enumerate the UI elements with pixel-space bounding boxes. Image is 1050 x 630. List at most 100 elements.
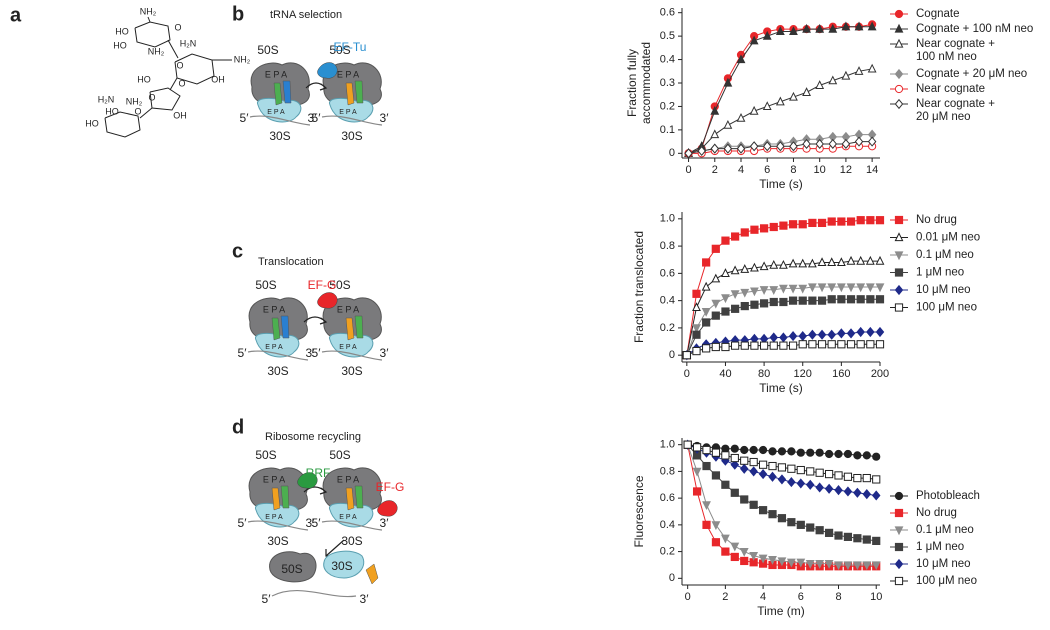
marker	[711, 273, 721, 283]
marker	[775, 96, 785, 106]
marker	[711, 448, 721, 457]
structure-label: O	[174, 22, 181, 32]
marker	[827, 329, 836, 340]
marker	[788, 331, 798, 342]
marker	[815, 560, 825, 569]
marker	[777, 474, 787, 485]
marker	[824, 483, 834, 494]
y-tick-label: 0.4	[660, 53, 675, 65]
marker	[787, 464, 796, 473]
marker	[802, 23, 811, 33]
y-tick-label: 0.4	[660, 295, 675, 307]
structure-label: HO	[85, 118, 99, 128]
marker	[846, 255, 856, 265]
marker	[740, 288, 750, 298]
trna	[282, 80, 292, 104]
legend-label: Cognate + 100 nM neo	[916, 23, 1033, 35]
y-tick-label: 0.6	[660, 7, 675, 19]
marker	[843, 449, 853, 459]
y-tick-label: 0.8	[660, 240, 675, 252]
legend-label: 10 μM neo	[916, 558, 971, 570]
x-tick-label: 2	[722, 591, 728, 603]
y-tick-label: 0.8	[660, 465, 675, 477]
subunit-label: 30S	[341, 534, 362, 548]
marker	[856, 326, 865, 338]
marker	[723, 143, 733, 154]
legend-label: 0.1 μM neo	[916, 249, 974, 261]
x-tick-label: 10	[870, 591, 882, 603]
mrna	[321, 520, 383, 531]
marker	[856, 283, 866, 293]
factor	[377, 500, 398, 517]
marker	[854, 136, 864, 147]
trna	[354, 80, 364, 104]
marker	[828, 75, 838, 85]
marker	[711, 471, 721, 480]
marker	[815, 23, 825, 33]
end-label: 3′	[380, 346, 390, 360]
marker	[824, 560, 834, 569]
marker	[721, 444, 730, 453]
marker	[824, 528, 834, 537]
marker	[875, 326, 885, 338]
marker	[702, 258, 711, 267]
marker	[723, 77, 733, 87]
marker	[796, 558, 806, 568]
marker	[749, 445, 758, 455]
marker	[817, 283, 827, 293]
panel-title: Translocation	[258, 256, 324, 268]
marker	[740, 301, 749, 311]
marker	[846, 328, 856, 339]
marker	[853, 473, 862, 483]
marker	[827, 283, 837, 293]
marker	[788, 258, 798, 268]
subunit-label: 30S	[331, 559, 352, 573]
subunit-label: 30S	[341, 364, 362, 378]
marker	[684, 148, 693, 159]
mrna	[247, 520, 309, 531]
marker	[788, 284, 798, 294]
marker	[862, 489, 872, 500]
end-label: 5′	[238, 346, 248, 360]
marker	[749, 35, 759, 45]
marker	[815, 138, 824, 150]
chemical-structure	[104, 16, 232, 138]
x-tick-label: 0	[685, 591, 691, 603]
trna	[365, 563, 379, 585]
marker	[798, 284, 808, 294]
marker	[692, 346, 701, 356]
marker	[769, 332, 779, 343]
structure-label: OH	[173, 110, 187, 120]
y-axis-label: Fraction translocated	[632, 231, 646, 343]
end-label: 3′	[380, 111, 390, 125]
site-label: E P A	[337, 69, 359, 79]
panel-label: d	[232, 416, 244, 438]
marker	[739, 463, 749, 474]
marker	[824, 469, 834, 479]
legend-marker	[894, 38, 904, 48]
marker	[769, 286, 779, 295]
y-axis-label: Fraction fullyaccommodated	[625, 42, 653, 124]
subunit-label: 50S	[255, 448, 276, 462]
x-tick-label: 2	[712, 164, 718, 176]
marker	[827, 217, 836, 226]
marker	[817, 329, 827, 340]
marker	[749, 466, 758, 477]
small-subunit	[323, 550, 365, 579]
legend-marker	[894, 576, 904, 586]
marker	[798, 331, 807, 342]
marker	[750, 225, 759, 234]
panel-label: a	[10, 4, 22, 26]
marker	[865, 283, 875, 293]
marker	[740, 341, 749, 350]
x-tick-label: 12	[840, 164, 852, 176]
legend-label: Near cognate +20 μM neo	[916, 98, 995, 123]
x-axis-label: Time (m)	[757, 604, 805, 618]
marker	[730, 542, 740, 552]
x-axis-label: Time (s)	[759, 381, 803, 395]
y-tick-label: 0	[669, 349, 675, 361]
marker	[834, 485, 843, 496]
marker	[758, 445, 768, 455]
y-tick-label: 1.0	[660, 213, 675, 225]
marker	[777, 463, 787, 472]
